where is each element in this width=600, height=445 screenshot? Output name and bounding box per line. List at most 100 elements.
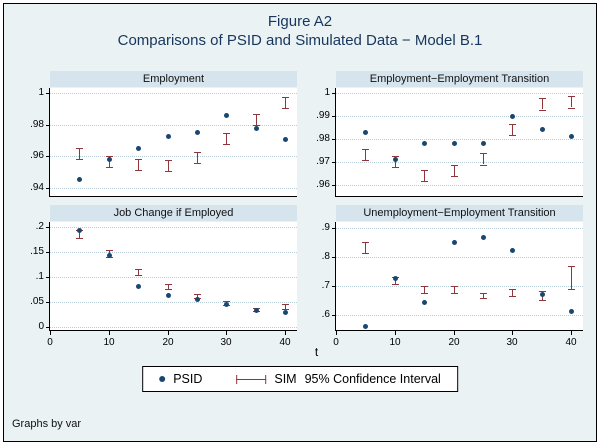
sim-ci-cap bbox=[76, 238, 83, 239]
gridline bbox=[50, 302, 297, 303]
psid-point bbox=[422, 141, 427, 146]
x-tick-label: 20 bbox=[448, 337, 460, 348]
sim-ci-cap bbox=[392, 167, 399, 168]
x-axis bbox=[49, 330, 297, 331]
y-tick-label: .98 bbox=[30, 119, 44, 130]
psid-point bbox=[422, 300, 427, 305]
y-tick-label: .94 bbox=[30, 182, 44, 193]
x-tick bbox=[285, 331, 286, 335]
y-tick-label: .1 bbox=[35, 271, 44, 282]
sim-ci-cap bbox=[135, 159, 142, 160]
psid-point bbox=[569, 309, 574, 314]
y-tick-label: .98 bbox=[316, 133, 330, 144]
psid-point bbox=[166, 293, 171, 298]
x-tick bbox=[512, 331, 513, 335]
gridline bbox=[50, 327, 297, 328]
plot-area bbox=[50, 88, 297, 196]
x-tick bbox=[395, 331, 396, 335]
sim-ci-cap bbox=[362, 149, 369, 150]
sim-ci-cap bbox=[568, 266, 575, 267]
psid-point bbox=[481, 235, 486, 240]
y-tick-label: .05 bbox=[30, 296, 44, 307]
y-tick-label: .15 bbox=[30, 246, 44, 257]
y-tick bbox=[332, 93, 336, 94]
sim-ci-bar bbox=[424, 170, 425, 181]
psid-point bbox=[224, 302, 229, 307]
y-tick bbox=[332, 286, 336, 287]
sim-ci-cap bbox=[568, 289, 575, 290]
legend-ci-label: 95% Confidence Interval bbox=[304, 372, 441, 386]
y-axis bbox=[49, 88, 50, 197]
legend-psid-label: PSID bbox=[173, 372, 203, 386]
sim-ci-cap bbox=[509, 135, 516, 136]
sim-ci-bar bbox=[168, 160, 169, 171]
sim-ci-cap bbox=[194, 152, 201, 153]
ci-right-cap bbox=[265, 374, 267, 384]
y-tick-label: .6 bbox=[321, 309, 330, 320]
sim-ci-cap bbox=[480, 165, 487, 166]
y-tick bbox=[332, 257, 336, 258]
y-tick-label: .99 bbox=[316, 110, 330, 121]
gridline bbox=[336, 93, 583, 94]
x-tick-label: 10 bbox=[103, 337, 115, 348]
sim-ci-bar bbox=[571, 266, 572, 289]
y-tick-label: .8 bbox=[321, 251, 330, 262]
y-tick-label: 1 bbox=[38, 87, 44, 98]
sim-ci-cap bbox=[421, 181, 428, 182]
x-tick-label: 40 bbox=[565, 337, 577, 348]
psid-point bbox=[452, 240, 457, 245]
sim-ci-cap bbox=[539, 110, 546, 111]
gridline bbox=[336, 162, 583, 163]
psid-point bbox=[540, 127, 545, 132]
psid-point bbox=[540, 292, 545, 297]
y-tick-label: .96 bbox=[30, 150, 44, 161]
gridline bbox=[336, 257, 583, 258]
x-tick-label: 0 bbox=[333, 337, 339, 348]
sim-ci-bar bbox=[512, 289, 513, 296]
x-tick-label: 10 bbox=[389, 337, 401, 348]
sim-ci-bar bbox=[138, 269, 139, 275]
sim-ci-cap bbox=[480, 153, 487, 154]
y-tick bbox=[46, 327, 50, 328]
gridline bbox=[336, 286, 583, 287]
psid-point bbox=[363, 130, 368, 135]
y-tick bbox=[46, 252, 50, 253]
sim-ci-bar bbox=[197, 152, 198, 163]
y-tick-label: .96 bbox=[316, 179, 330, 190]
psid-point bbox=[283, 137, 288, 142]
psid-point bbox=[510, 114, 515, 119]
legend-sim-label: SIM bbox=[274, 372, 297, 386]
x-axis bbox=[49, 196, 297, 197]
x-tick bbox=[571, 331, 572, 335]
x-tick bbox=[336, 331, 337, 335]
sim-ci-cap bbox=[451, 293, 458, 294]
sim-ci-cap bbox=[392, 156, 399, 157]
y-tick-label: 1 bbox=[324, 87, 330, 98]
sim-ci-cap bbox=[165, 171, 172, 172]
sim-ci-cap bbox=[509, 296, 516, 297]
x-axis-label: t bbox=[314, 345, 319, 359]
sim-ci-cap bbox=[135, 269, 142, 270]
plot-area bbox=[336, 222, 583, 330]
sim-ci-cap bbox=[480, 298, 487, 299]
y-tick-label: .97 bbox=[316, 156, 330, 167]
sim-ci-cap bbox=[451, 286, 458, 287]
y-tick bbox=[46, 227, 50, 228]
x-tick-label: 20 bbox=[162, 337, 174, 348]
x-axis bbox=[335, 196, 583, 197]
y-tick bbox=[332, 315, 336, 316]
x-tick-label: 30 bbox=[506, 337, 518, 348]
y-tick bbox=[332, 228, 336, 229]
y-tick bbox=[46, 188, 50, 189]
y-tick bbox=[46, 302, 50, 303]
panel-title: Job Change if Employed bbox=[50, 205, 297, 221]
psid-point bbox=[224, 113, 229, 118]
sim-ci-cap bbox=[165, 284, 172, 285]
sim-ci-bar bbox=[483, 293, 484, 299]
sim-ci-bar bbox=[226, 133, 227, 144]
psid-point bbox=[195, 130, 200, 135]
psid-point bbox=[254, 308, 259, 313]
gridline bbox=[336, 228, 583, 229]
sim-ci-cap bbox=[223, 133, 230, 134]
sim-ci-cap bbox=[421, 293, 428, 294]
